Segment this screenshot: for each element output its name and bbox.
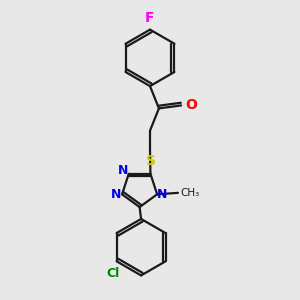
Text: CH₃: CH₃ [180,188,200,198]
Text: N: N [157,188,168,201]
Text: S: S [146,154,157,168]
Text: Cl: Cl [106,267,120,280]
Text: F: F [145,11,155,25]
Text: N: N [111,188,121,201]
Text: N: N [118,164,129,177]
Text: O: O [185,98,197,112]
